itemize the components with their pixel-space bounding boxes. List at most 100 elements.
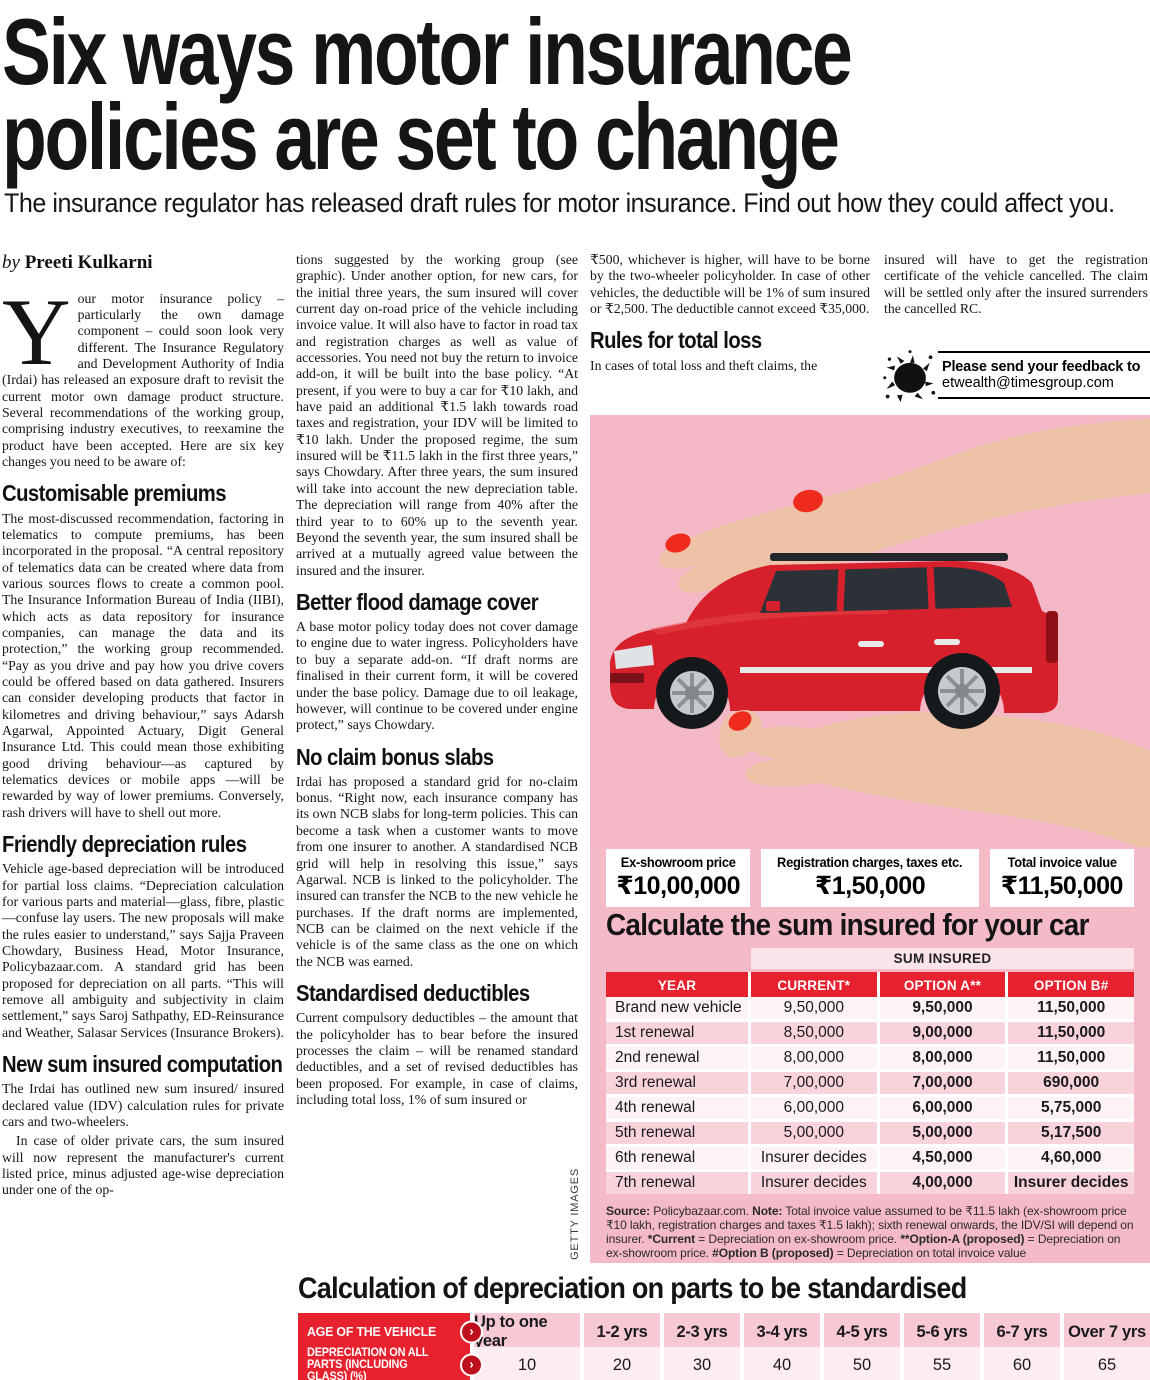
row-value-cell: Insurer decides [751, 1147, 877, 1169]
article-column-2: tions suggested by the working group (se… [296, 252, 578, 1256]
body-highlight [650, 605, 890, 635]
price-box-registration: Registration charges, taxes etc. ₹1,50,0… [761, 849, 979, 907]
body-paragraph: The most-discussed recommendation, facto… [2, 510, 284, 820]
section-heading: Customisable premiums [2, 480, 227, 507]
depreciation-cell: 2-3 yrs [664, 1313, 740, 1351]
row-year-cell: Brand new vehicle [606, 997, 748, 1019]
depreciation-row-age: AGE OF THE VEHICLE › Up to one year 1-2 y… [298, 1313, 1150, 1351]
body-paragraph: Current compulsory deductibles – the amo… [296, 1010, 578, 1107]
price-box-label: Total invoice value [1007, 854, 1117, 870]
body-paragraph: ₹500, whichever is higher, will have to … [590, 252, 870, 317]
depreciation-cell: 30 [664, 1347, 740, 1380]
body-paragraph: tions suggested by the working group (se… [296, 252, 578, 578]
price-box-label: Ex-showroom price [620, 854, 736, 870]
row-year-cell: 2nd renewal [606, 1047, 748, 1069]
depreciation-table: AGE OF THE VEHICLE › Up to one year 1-2 y… [298, 1313, 1150, 1380]
article-column-4: insured will have to get the registratio… [884, 252, 1148, 346]
ink-splat-icon [883, 350, 936, 403]
row-value-cell: 9,50,000 [879, 997, 1006, 1019]
chrome-strip [740, 667, 1032, 673]
windows [760, 567, 1012, 613]
standfirst: The insurance regulator has released dra… [4, 188, 1115, 218]
price-boxes: Ex-showroom price ₹10,00,000 Registratio… [606, 849, 1135, 907]
section-heading: Friendly depreciation rules [2, 831, 247, 858]
row-value-cell: 9,00,000 [879, 1022, 1006, 1044]
body-paragraph: Vehicle age-based depreciation will be i… [2, 861, 284, 1040]
row-value-cell: 9,50,000 [751, 997, 877, 1019]
row-value-cell: 5,00,000 [751, 1122, 877, 1144]
front-wheel [656, 657, 728, 729]
row-value-cell: 8,50,000 [751, 1022, 877, 1044]
price-box-total-invoice: Total invoice value ₹11,50,000 [989, 849, 1135, 907]
feedback-line-1: Please send your feedback to [942, 359, 1141, 375]
sum-insured-grid: YEAR CURRENT* OPTION A** OPTION B# Brand… [606, 972, 1134, 1194]
row-value-cell: 6,00,000 [751, 1097, 877, 1119]
row-value-cell: 8,00,000 [879, 1047, 1006, 1069]
headline-line-2: policies are set to change [2, 83, 840, 189]
photo-credit: GETTY IMAGES [569, 1168, 581, 1260]
feedback-text: Please send your feedback to etwealth@ti… [938, 351, 1150, 399]
nail-polish [793, 489, 823, 513]
nail-polish [728, 711, 752, 731]
depreciation-cell: 60 [984, 1347, 1060, 1380]
drop-cap: Y [2, 278, 71, 385]
row-value-cell: 11,50,000 [1008, 1047, 1134, 1069]
column-header-year: YEAR [606, 972, 748, 999]
roof-rail [770, 553, 1008, 561]
row-value-cell: 5,75,000 [1008, 1097, 1134, 1119]
body-paragraph: The Irdai has outlined new sum insured/ … [2, 1081, 284, 1130]
source-note: Source: Policybazaar.com. Note: Total in… [606, 1204, 1134, 1260]
row-value-cell: 11,50,000 [1008, 997, 1134, 1019]
side-mirror [766, 601, 780, 611]
depreciation-cell: 10 [474, 1347, 580, 1380]
depreciation-percent-cells: 10 20 30 40 50 55 60 65 [474, 1347, 1150, 1380]
depreciation-table-title: Calculation of depreciation on parts to … [298, 1272, 967, 1305]
row-value-cell: 4,60,000 [1008, 1147, 1134, 1169]
row-value-cell: 4,00,000 [879, 1172, 1006, 1194]
depreciation-age-cells: Up to one year 1-2 yrs 2-3 yrs 3-4 yrs 4-5 y… [474, 1313, 1150, 1351]
rear-wheel [924, 653, 1000, 729]
row-value-cell: 11,50,000 [1008, 1022, 1134, 1044]
section-heading: No claim bonus slabs [296, 743, 494, 770]
nail-polish [665, 533, 691, 553]
calc-table-title: Calculate the sum insured for your car [606, 907, 1089, 942]
row-value-cell: 6,00,000 [879, 1097, 1006, 1119]
depreciation-cell: Over 7 yrs [1064, 1313, 1150, 1351]
row-value-cell: 4,50,000 [879, 1147, 1006, 1169]
toy-car [610, 553, 1058, 729]
row-year-cell: 3rd renewal [606, 1072, 748, 1094]
byline: by Preeti Kulkarni [2, 252, 284, 275]
body-paragraph: In case of older private cars, the sum i… [2, 1133, 284, 1198]
body-paragraph: A base motor policy today does not cover… [296, 619, 578, 733]
depreciation-row-label-text: DEPRECIATION ON ALL PARTS (INCLUDING GLA… [307, 1347, 429, 1380]
window-pillars [836, 564, 936, 612]
depreciation-row-label: DEPRECIATION ON ALL PARTS (INCLUDING GLA… [298, 1347, 483, 1380]
byline-prefix: by [2, 252, 20, 273]
headline: Six ways motor insurance policies are se… [2, 5, 853, 189]
depreciation-cell: Up to one year [474, 1313, 580, 1351]
sum-insured-group-header: SUM INSURED [751, 948, 1134, 969]
car-in-hands-photo [590, 415, 1150, 847]
price-box-value: ₹11,50,000 [1000, 872, 1124, 900]
price-box-value: ₹10,00,000 [616, 872, 740, 900]
depreciation-cell: 3-4 yrs [744, 1313, 820, 1351]
row-year-cell: 7th renewal [606, 1172, 748, 1194]
row-year-cell: 5th renewal [606, 1122, 748, 1144]
section-heading: Standardised deductibles [296, 979, 530, 1006]
depreciation-cell: 1-2 yrs [584, 1313, 660, 1351]
byline-name: Preeti Kulkarni [24, 252, 153, 273]
row-value-cell: 7,00,000 [751, 1072, 877, 1094]
depreciation-cell: 55 [904, 1347, 980, 1380]
body-paragraph: insured will have to get the registratio… [884, 252, 1148, 317]
chevron-right-icon: › [460, 1320, 483, 1344]
price-box-value: ₹1,50,000 [814, 872, 926, 900]
depreciation-row-label-text: AGE OF THE VEHICLE [307, 1324, 437, 1340]
column-header-current: CURRENT* [751, 972, 877, 999]
row-year-cell: 6th renewal [606, 1147, 748, 1169]
depreciation-row-percent: DEPRECIATION ON ALL PARTS (INCLUDING GLA… [298, 1347, 1150, 1380]
section-heading: Better flood damage cover [296, 588, 539, 615]
taillight [1046, 611, 1058, 663]
depreciation-cell: 50 [824, 1347, 900, 1380]
